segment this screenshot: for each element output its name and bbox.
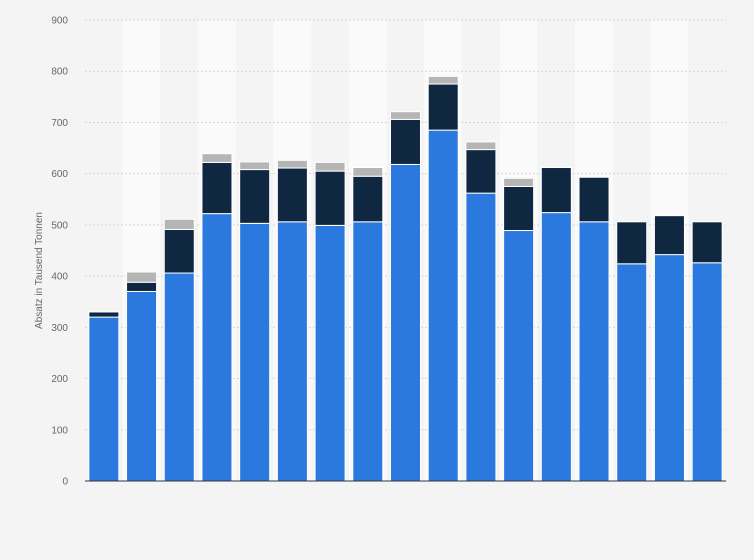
bar-segment-series-2[interactable] <box>201 161 233 215</box>
y-tick-label: 600 <box>51 169 68 180</box>
bar-segment-series-3[interactable] <box>503 177 535 187</box>
bar-segment-series-2[interactable] <box>276 167 308 223</box>
bar-segment-series-2[interactable] <box>503 185 535 232</box>
y-tick-label: 100 <box>51 425 68 436</box>
bar-segment-series-2[interactable] <box>465 149 497 194</box>
bar-segment-series-1[interactable] <box>201 213 233 482</box>
bar-segment-series-2[interactable] <box>314 170 346 226</box>
bar-segment-series-1[interactable] <box>578 221 610 482</box>
y-tick-label: 200 <box>51 374 68 385</box>
bar-segment-series-1[interactable] <box>427 129 459 482</box>
y-axis-label: Absatz in Tausend Tonnen <box>34 212 45 329</box>
bar-segment-series-3[interactable] <box>465 141 497 151</box>
y-tick-label: 800 <box>51 67 68 78</box>
bar-segment-series-1[interactable] <box>88 316 120 482</box>
bar-segment-series-2[interactable] <box>578 176 610 223</box>
bar-segment-series-3[interactable] <box>239 161 271 171</box>
bar-segment-series-2[interactable] <box>616 221 648 265</box>
bar-segment-series-2[interactable] <box>390 118 421 165</box>
bar-segment-series-2[interactable] <box>126 281 158 292</box>
bar-segment-series-1[interactable] <box>314 224 346 482</box>
bar-segment-series-2[interactable] <box>88 311 120 318</box>
bar-segment-series-3[interactable] <box>427 75 459 85</box>
bar-segment-series-1[interactable] <box>352 221 384 482</box>
bar-segment-series-2[interactable] <box>427 83 459 131</box>
y-tick-label: 700 <box>51 118 68 129</box>
bar-segment-series-3[interactable] <box>126 271 158 283</box>
bar-segment-series-2[interactable] <box>653 215 685 256</box>
bar-segment-series-2[interactable] <box>691 221 723 264</box>
bar-segment-series-3[interactable] <box>163 218 195 230</box>
bar-segment-series-1[interactable] <box>239 222 271 482</box>
y-tick-label: 500 <box>51 220 68 231</box>
bar-segment-series-1[interactable] <box>465 192 497 482</box>
bar-segment-series-2[interactable] <box>352 175 384 223</box>
bar-segment-series-1[interactable] <box>691 262 723 482</box>
bar-segment-series-1[interactable] <box>163 272 195 482</box>
bar-segment-series-1[interactable] <box>616 263 648 482</box>
bar-segment-series-3[interactable] <box>276 159 308 169</box>
bar-segment-series-3[interactable] <box>201 153 233 163</box>
bars <box>88 75 723 482</box>
bar-segment-series-1[interactable] <box>653 254 685 482</box>
bar-segment-series-3[interactable] <box>390 111 421 120</box>
y-tick-label: 900 <box>51 16 68 27</box>
y-axis-ticks: 0 100 200 300 400 500 600 700 800 900 <box>51 16 68 488</box>
y-tick-label: 0 <box>62 477 68 488</box>
bar-segment-series-1[interactable] <box>540 212 572 482</box>
bar-segment-series-2[interactable] <box>163 228 195 274</box>
y-tick-label: 400 <box>51 272 68 283</box>
bar-segment-series-1[interactable] <box>276 221 308 482</box>
bar-segment-series-3[interactable] <box>352 167 384 177</box>
bar-segment-series-1[interactable] <box>390 163 421 482</box>
bar-segment-series-1[interactable] <box>503 230 535 482</box>
bar-segment-series-2[interactable] <box>540 167 572 214</box>
y-tick-label: 300 <box>51 323 68 334</box>
bar-segment-series-3[interactable] <box>314 161 346 172</box>
bar-segment-series-1[interactable] <box>126 290 158 482</box>
bar-segment-series-2[interactable] <box>239 169 271 224</box>
